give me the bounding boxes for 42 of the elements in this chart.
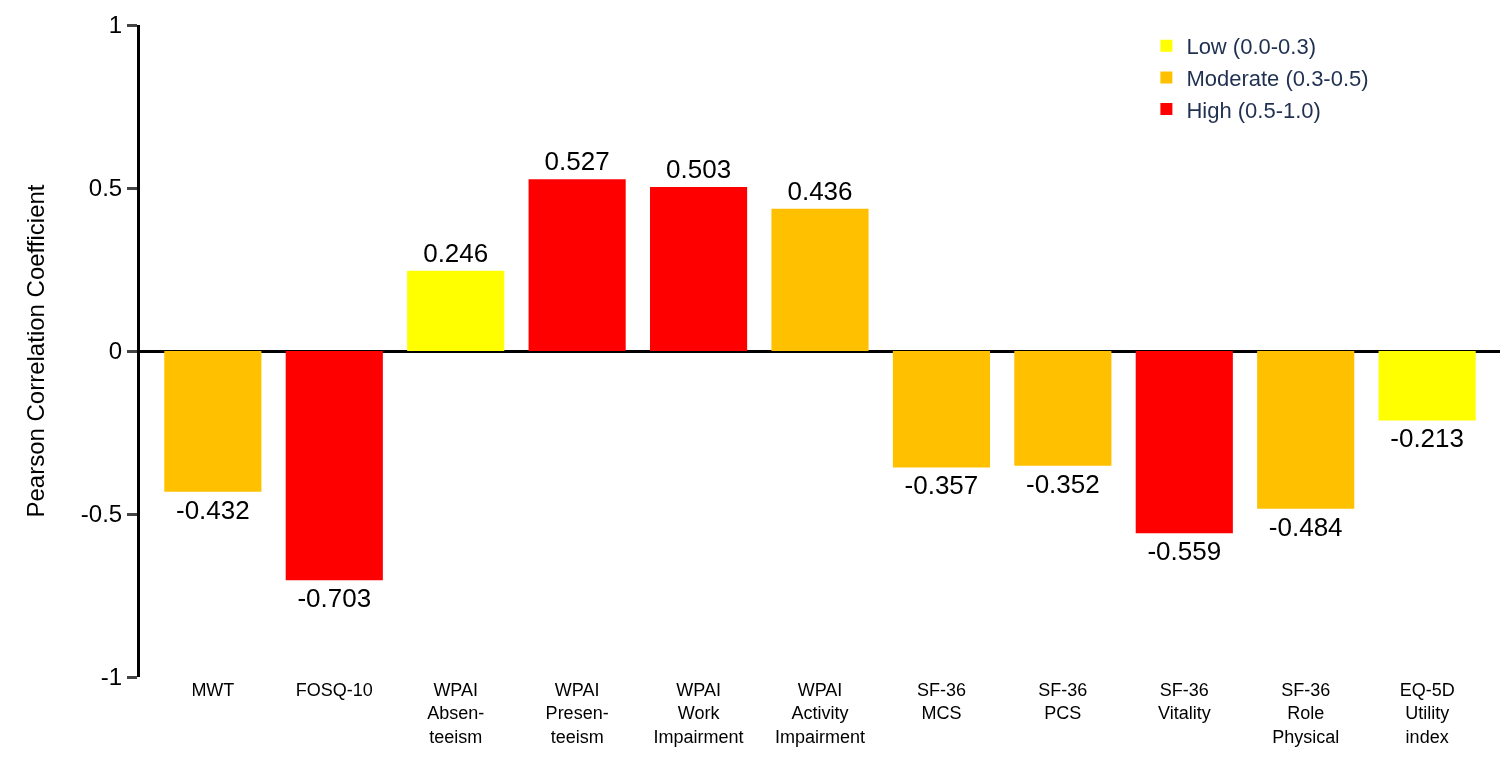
x-tick-label: SF-36 MCS — [916, 680, 966, 724]
data-label: -0.213 — [1390, 423, 1465, 454]
y-tick-label: 0 — [108, 337, 123, 365]
data-label: -0.703 — [297, 583, 372, 614]
x-tick-label: EQ-5D Utility index — [1399, 680, 1455, 747]
y-tick-label: 0.5 — [88, 174, 123, 202]
data-label: -0.484 — [1268, 511, 1343, 542]
x-tick-label: FOSQ-10 — [295, 680, 373, 700]
y-tick-label: -0.5 — [80, 500, 123, 528]
bar — [528, 179, 626, 351]
data-label: -0.357 — [904, 470, 979, 501]
bar — [892, 351, 990, 468]
bar — [164, 351, 262, 492]
bar — [407, 270, 505, 351]
legend-label: High (0.5-1.0) — [1186, 97, 1321, 123]
legend-label: Low (0.0-0.3) — [1186, 34, 1317, 60]
bar — [650, 187, 748, 351]
y-tick-label: 1 — [108, 11, 123, 39]
bar — [1014, 351, 1112, 466]
data-label: 0.246 — [423, 237, 489, 268]
x-tick-label: MWT — [191, 680, 235, 700]
x-tick-label: WPAI Absen- teeism — [427, 680, 485, 747]
x-tick-label: SF-36 Vitality — [1157, 680, 1211, 724]
bar — [1257, 351, 1355, 509]
x-tick-label: WPAI Presen- teeism — [545, 680, 609, 747]
data-label: -0.352 — [1025, 468, 1100, 499]
data-label: 0.436 — [787, 175, 853, 206]
data-label: 0.527 — [544, 146, 610, 177]
x-tick-label: WPAI Activity Impairment — [774, 680, 866, 747]
bar — [771, 208, 869, 351]
x-tick-label: WPAI Work Impairment — [653, 680, 744, 747]
legend-label: Moderate (0.3-0.5) — [1186, 65, 1369, 91]
bar — [1378, 351, 1476, 421]
y-tick-label: -1 — [100, 663, 123, 691]
data-label: 0.503 — [666, 154, 732, 185]
y-axis-title: Pearson Correlation Coefficient — [21, 184, 49, 518]
bar — [285, 351, 383, 581]
data-label: -0.559 — [1147, 536, 1222, 567]
bar — [1135, 351, 1233, 534]
data-label: -0.432 — [175, 494, 250, 525]
x-tick-label: SF-36 Role Physical — [1272, 680, 1340, 747]
x-tick-label: SF-36 PCS — [1038, 680, 1088, 724]
